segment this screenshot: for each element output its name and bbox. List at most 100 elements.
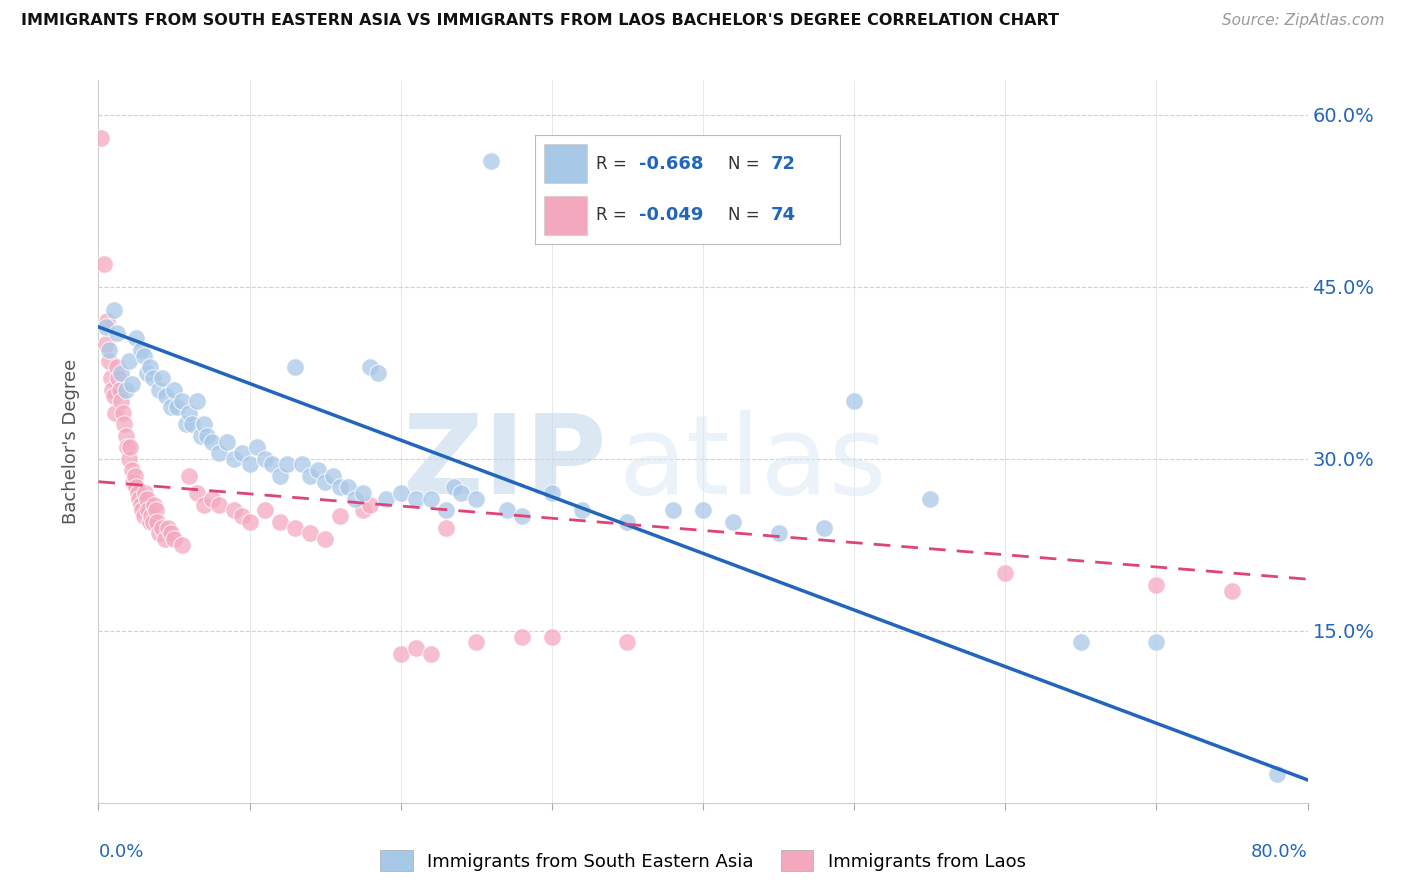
Point [443, 480, 465, 494]
Point [125, 331, 148, 345]
Point [121, 463, 143, 477]
Point [170, 538, 193, 552]
Point [269, 515, 291, 529]
Point [276, 458, 298, 472]
Point [1144, 635, 1167, 649]
Point [253, 451, 276, 466]
Point [434, 503, 457, 517]
Point [389, 647, 412, 661]
Point [299, 469, 322, 483]
Point [262, 458, 284, 472]
Point [160, 526, 183, 541]
Point [314, 532, 336, 546]
Point [94, 337, 117, 351]
Point [540, 630, 562, 644]
Point [193, 498, 215, 512]
Point [360, 498, 382, 512]
Point [692, 503, 714, 517]
Point [1220, 583, 1243, 598]
Point [284, 520, 307, 534]
Point [132, 349, 155, 363]
Point [329, 509, 352, 524]
Point [299, 526, 322, 541]
Point [336, 480, 359, 494]
Point [163, 532, 186, 546]
Point [374, 491, 396, 506]
Point [105, 359, 128, 374]
Point [124, 469, 146, 483]
Point [155, 389, 177, 403]
Point [110, 366, 132, 380]
Point [104, 406, 127, 420]
Point [111, 406, 134, 420]
Point [156, 520, 179, 534]
Point [114, 429, 136, 443]
Point [1070, 635, 1092, 649]
Point [134, 486, 156, 500]
Point [114, 383, 136, 397]
Point [450, 486, 472, 500]
Point [322, 469, 344, 483]
FancyBboxPatch shape [544, 196, 588, 235]
Point [170, 394, 193, 409]
Point [128, 491, 150, 506]
Text: IMMIGRANTS FROM SOUTH EASTERN ASIA VS IMMIGRANTS FROM LAOS BACHELOR'S DEGREE COR: IMMIGRANTS FROM SOUTH EASTERN ASIA VS IM… [21, 13, 1059, 29]
Point [118, 354, 141, 368]
Point [125, 480, 148, 494]
Point [224, 503, 246, 517]
Point [329, 480, 352, 494]
Point [132, 509, 155, 524]
Point [367, 366, 389, 380]
Point [510, 630, 533, 644]
Point [143, 498, 166, 512]
Point [723, 515, 745, 529]
Point [121, 377, 143, 392]
Point [108, 383, 131, 397]
Point [481, 153, 503, 168]
Point [153, 532, 176, 546]
Point [93, 257, 115, 271]
Text: R =: R = [596, 154, 633, 173]
Text: 74: 74 [770, 206, 796, 224]
Point [98, 354, 121, 368]
Point [129, 498, 152, 512]
Point [186, 486, 208, 500]
Point [768, 526, 790, 541]
Point [127, 486, 149, 500]
Point [616, 515, 638, 529]
Point [96, 314, 118, 328]
Point [166, 400, 188, 414]
Point [465, 491, 488, 506]
Point [239, 515, 262, 529]
Point [163, 383, 186, 397]
Text: 72: 72 [770, 154, 796, 173]
Point [135, 366, 157, 380]
Point [284, 359, 307, 374]
Point [208, 498, 231, 512]
Point [231, 509, 253, 524]
Point [120, 440, 142, 454]
Point [129, 343, 152, 357]
Point [145, 503, 167, 517]
Point [101, 383, 124, 397]
Point [352, 503, 374, 517]
Point [405, 640, 427, 655]
Legend: Immigrants from South Eastern Asia, Immigrants from Laos: Immigrants from South Eastern Asia, Immi… [373, 843, 1033, 879]
Point [122, 475, 145, 489]
Point [1267, 767, 1289, 781]
Point [389, 486, 412, 500]
Point [142, 371, 165, 385]
Point [148, 526, 170, 541]
Point [174, 417, 197, 432]
Point [146, 515, 169, 529]
Point [94, 319, 117, 334]
Point [307, 463, 329, 477]
Point [201, 434, 224, 449]
Text: 0.0%: 0.0% [98, 843, 143, 861]
Point [148, 383, 170, 397]
Text: atlas: atlas [619, 409, 887, 516]
Point [269, 469, 291, 483]
Point [107, 371, 129, 385]
Point [160, 400, 183, 414]
Y-axis label: Bachelor's Degree: Bachelor's Degree [62, 359, 80, 524]
